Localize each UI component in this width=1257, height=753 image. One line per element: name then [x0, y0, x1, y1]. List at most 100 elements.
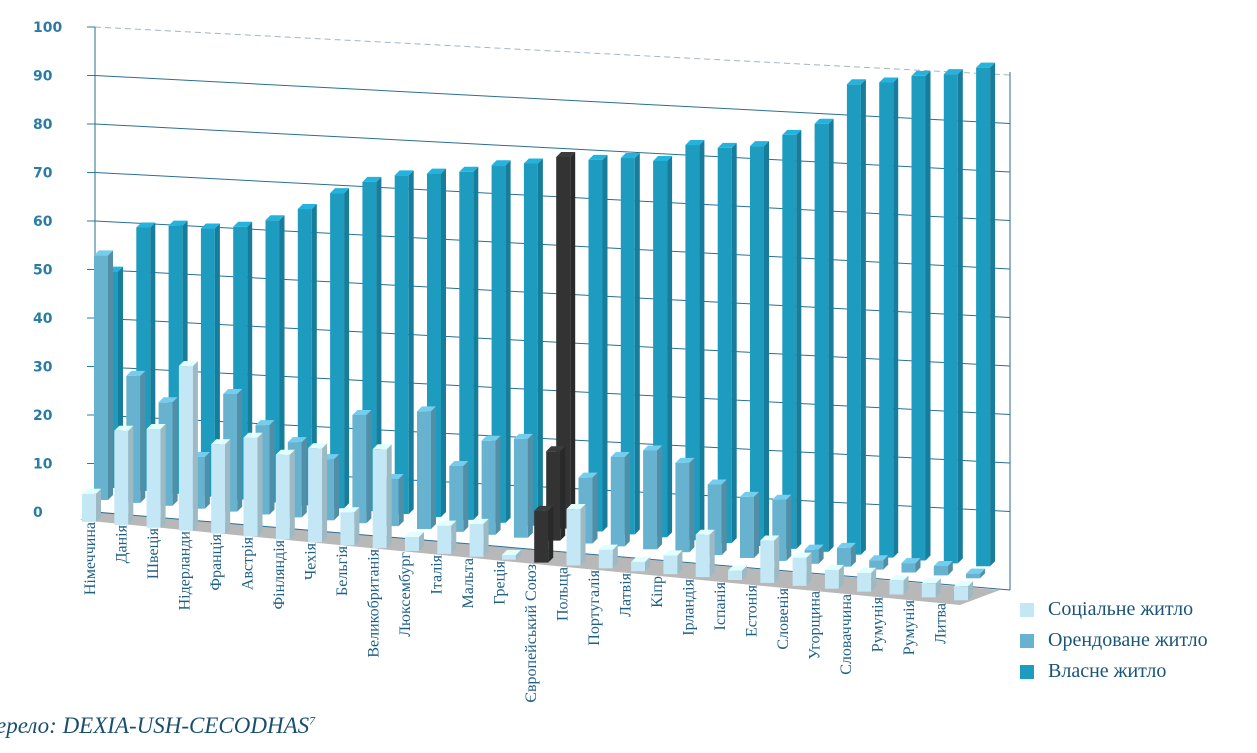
bar-side — [289, 449, 295, 540]
bar-social — [889, 575, 909, 595]
bar-side — [860, 79, 866, 555]
bar-owned — [750, 141, 769, 546]
bar-side — [925, 70, 931, 561]
bar-top — [362, 176, 382, 182]
bar-social — [954, 581, 974, 601]
source-text: ерело: DEXIA-USH-CECODHAS — [0, 713, 310, 738]
bar-social — [243, 432, 263, 537]
bar-social — [308, 443, 328, 543]
bar-side — [431, 406, 436, 529]
bar-face — [954, 586, 969, 601]
gridline — [94, 317, 1011, 367]
bar-owned — [588, 154, 608, 532]
bar-owned — [620, 153, 640, 535]
legend-label-social: Соціальне житло — [1048, 598, 1194, 620]
bar-social — [566, 504, 586, 566]
bar-side — [677, 550, 683, 575]
bar-social — [114, 425, 134, 525]
bar-face — [717, 147, 732, 544]
bar-face — [243, 437, 258, 537]
legend-item-social: Соціальне житло — [1020, 594, 1208, 625]
x-tick-label: Естонія — [744, 584, 761, 637]
bar-face — [330, 193, 345, 509]
bar-side — [796, 129, 802, 549]
bar-rented — [610, 452, 630, 547]
x-tick-label: Великобританія — [366, 548, 383, 657]
bar-top — [954, 581, 974, 587]
x-tick-label: Іспанія — [712, 581, 729, 630]
bar-side — [624, 452, 630, 547]
x-tick-label: Словаччина — [838, 594, 855, 675]
bar-top — [534, 505, 554, 511]
bar-owned — [685, 140, 705, 541]
bar-owned — [297, 204, 317, 506]
bar-social — [792, 552, 812, 586]
bar-social — [340, 507, 360, 546]
bar-top — [469, 518, 489, 524]
bar-top — [685, 140, 705, 146]
bar-face — [901, 563, 916, 573]
bar-side — [754, 491, 759, 558]
bar-social — [534, 505, 554, 563]
bar-owned — [556, 151, 576, 529]
bar-social — [921, 578, 941, 598]
y-tick-label: 50 — [33, 263, 53, 279]
bar-social — [695, 529, 715, 578]
bar-face — [846, 84, 861, 555]
bar-top — [114, 425, 134, 431]
bar-top — [804, 544, 824, 550]
bar-face — [417, 411, 431, 529]
bar-social — [663, 550, 683, 575]
bar-owned — [814, 118, 834, 552]
bar-side — [128, 425, 134, 525]
bar-top — [653, 155, 673, 161]
x-tick-label: Литва — [933, 603, 950, 644]
bar-rented — [869, 555, 889, 570]
bar-face — [114, 430, 129, 525]
x-tick-label: Ірландія — [681, 578, 698, 635]
bar-top — [417, 406, 436, 412]
bar-side — [247, 221, 253, 500]
chart-bars — [82, 62, 996, 601]
bar-side — [150, 222, 156, 491]
legend-item-owned: Власне житло — [1020, 656, 1208, 687]
x-tick-label: Австрія — [240, 536, 257, 590]
bar-face — [297, 209, 312, 506]
bar-side — [689, 457, 695, 553]
bar-side — [441, 168, 446, 517]
x-tick-label: Франція — [208, 533, 225, 590]
bar-side — [334, 454, 340, 521]
bar-side — [419, 531, 424, 551]
bar-face — [200, 228, 215, 497]
bar-top — [501, 549, 521, 555]
bar-top — [921, 578, 941, 584]
bar-face — [449, 466, 464, 532]
bar-top — [740, 491, 759, 497]
bar-top — [546, 446, 566, 452]
bar-top — [889, 575, 909, 581]
bar-side — [592, 472, 598, 544]
bar-side — [634, 153, 640, 535]
legend-item-rented: Орендоване житло — [1020, 625, 1208, 656]
bar-face — [501, 554, 516, 560]
bar-side — [322, 443, 328, 543]
bar-side — [495, 435, 501, 535]
bar-top — [578, 472, 598, 478]
bar-side — [140, 370, 146, 503]
bar-top — [275, 449, 295, 455]
bar-side — [709, 529, 715, 578]
bar-side — [108, 250, 113, 500]
x-tick-label: Румунія — [870, 596, 887, 652]
y-axis: 0 10 20 30 40 50 60 70 80 90 100 — [33, 20, 62, 521]
y-tick-label: 40 — [33, 311, 53, 327]
bar-face — [728, 570, 742, 580]
bar-face — [653, 160, 668, 538]
bar-face — [792, 557, 807, 586]
bar-top — [297, 204, 317, 210]
bar-top — [449, 461, 469, 467]
bar-top — [976, 62, 996, 68]
bar-top — [308, 443, 328, 449]
bar-top — [437, 520, 457, 526]
bar-face — [836, 547, 851, 567]
